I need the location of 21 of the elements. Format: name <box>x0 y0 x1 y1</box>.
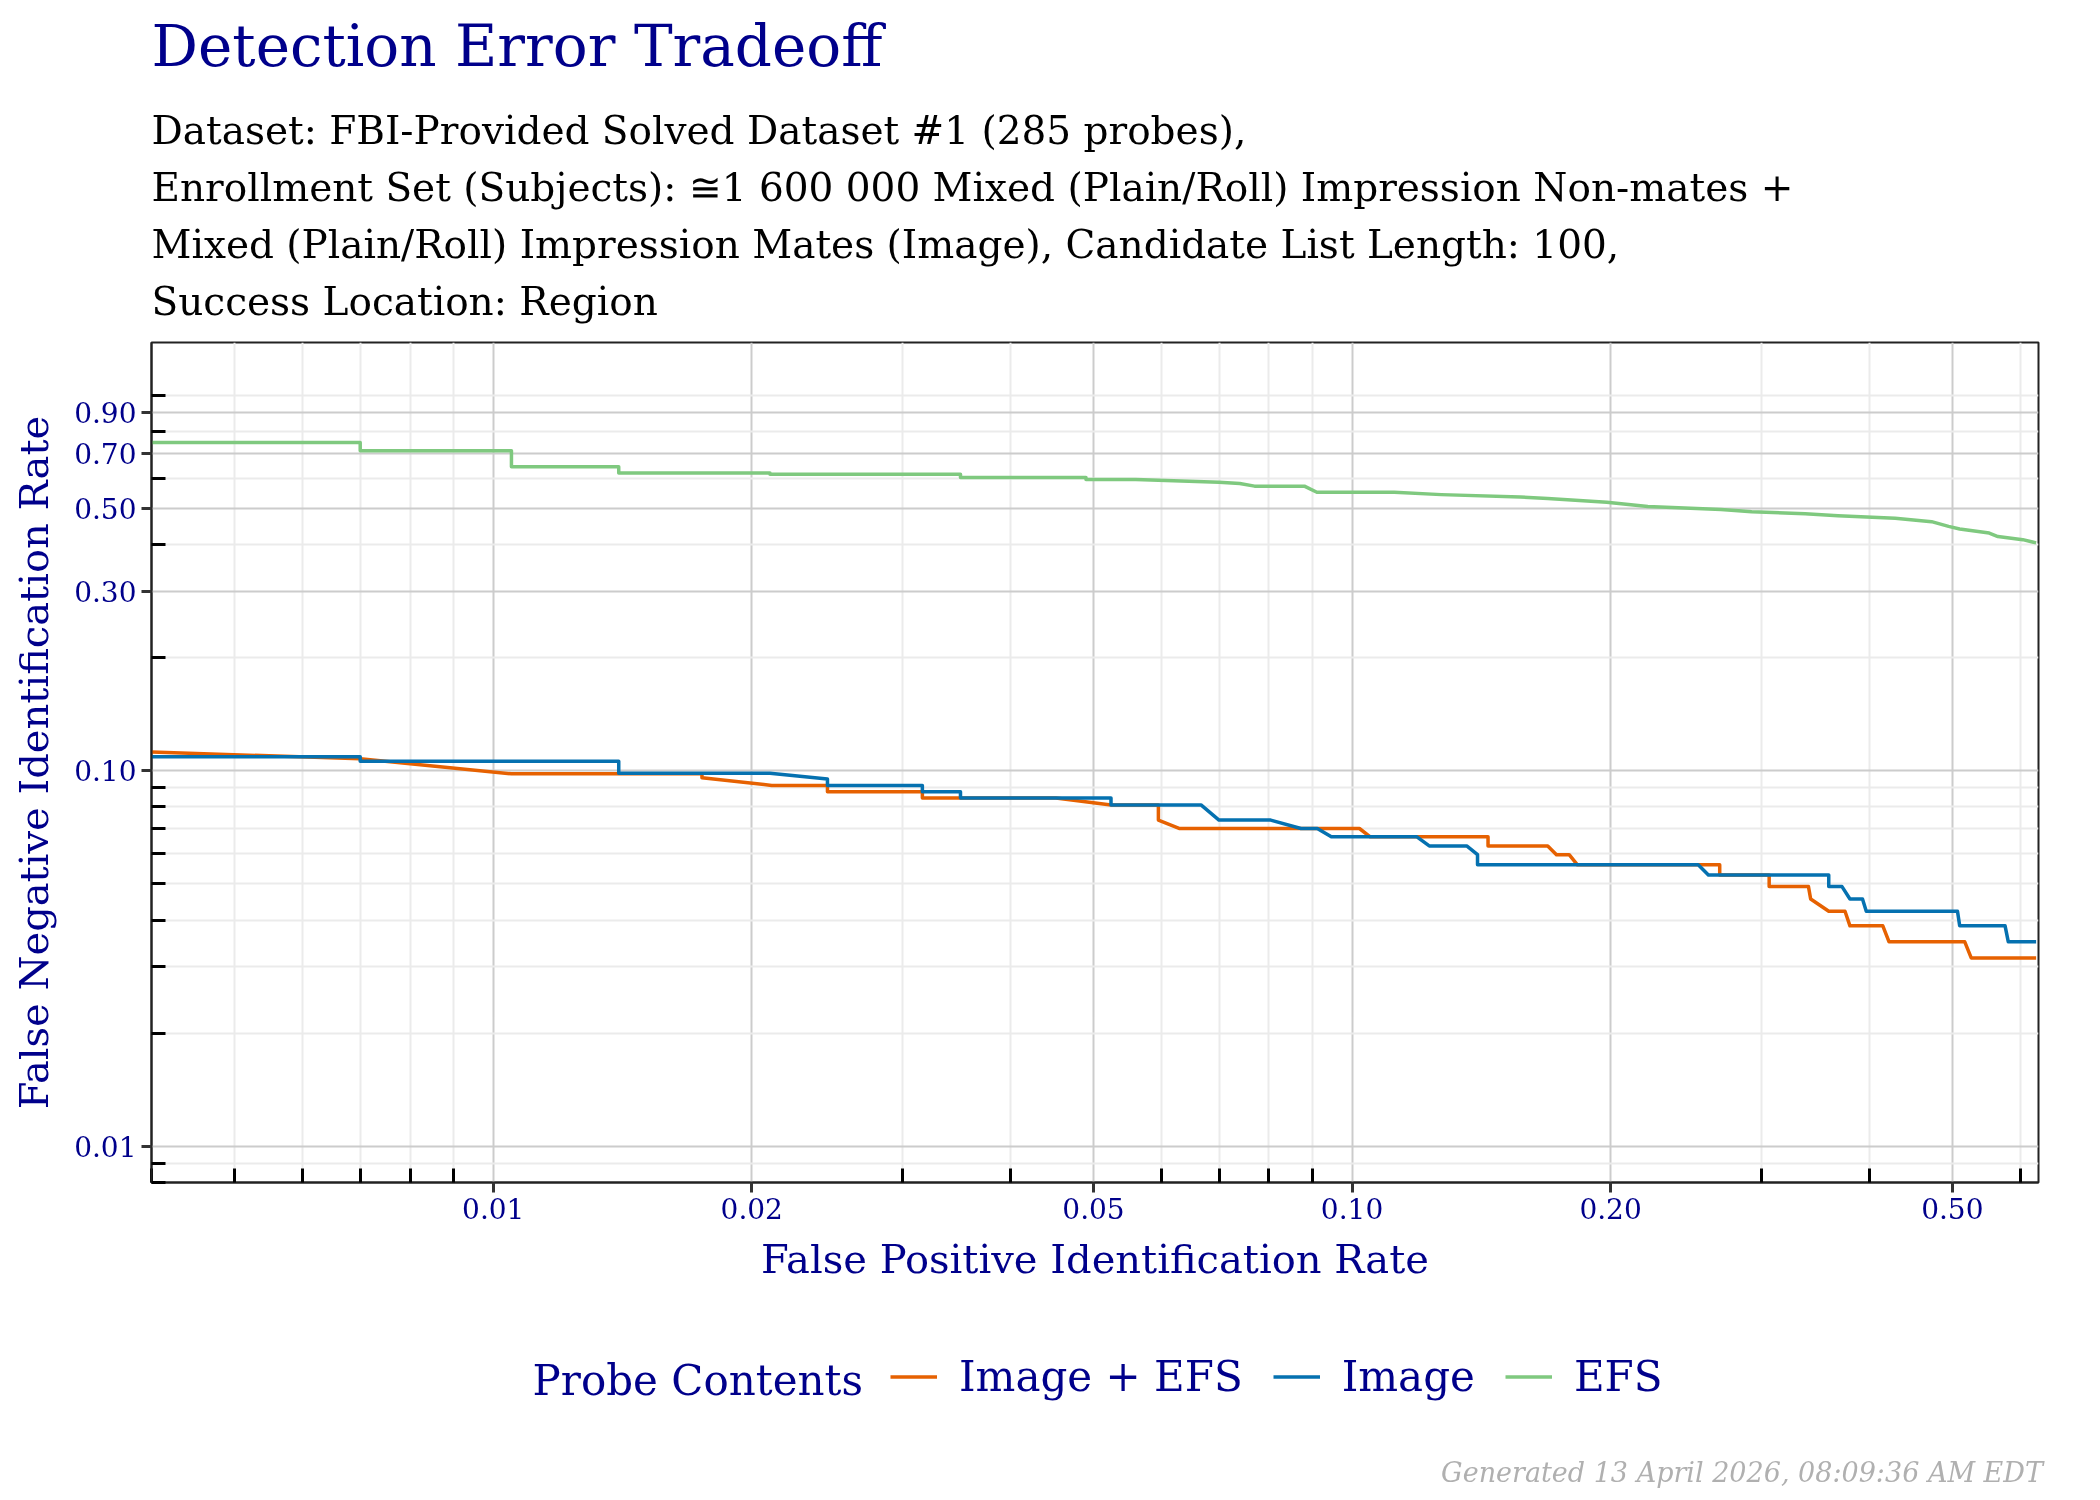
x-tick-label: 0.20 <box>1579 1192 1642 1226</box>
x-tick-label: 0.02 <box>720 1192 783 1226</box>
legend-label: Image + EFS <box>959 1351 1243 1401</box>
chart-subtitle: Dataset: FBI-Provided Solved Dataset #1 (285 probes), Enrollment Set (Subjects): ≅1 600 000 Mixed (Plain/Roll) Impression Non-mates + Mixed (Plain/Roll) Impression Mates (Image), Candidate List Length: 100, Success Location: Region <box>151 108 1794 325</box>
legend-title: Probe Contents <box>532 1355 863 1407</box>
legend-label: Image <box>1341 1351 1475 1401</box>
y-axis-title: False Negative Identification Rate <box>11 415 58 1110</box>
y-tick-label: 0.10 <box>74 755 137 789</box>
legend-label: EFS <box>1573 1351 1663 1401</box>
x-tick-label: 0.01 <box>462 1192 525 1226</box>
x-tick-label: 0.05 <box>1062 1192 1125 1226</box>
text: Generated 13 April 2026, 08:09:36 AM EDT <box>1441 1456 2043 1490</box>
x-tick-label: 0.50 <box>1921 1192 1984 1226</box>
y-tick-label: 0.90 <box>74 396 137 430</box>
y-tick-label: 0.50 <box>74 492 137 526</box>
x-tick-label: 0.10 <box>1320 1192 1384 1226</box>
y-tick-label: 0.70 <box>74 437 137 471</box>
y-tick-label: 0.01 <box>74 1130 137 1164</box>
chart-title: Detection Error Tradeoff <box>151 11 887 80</box>
y-tick-label: 0.30 <box>74 575 137 609</box>
x-axis-title: False Positive Identification Rate <box>761 1235 1429 1282</box>
